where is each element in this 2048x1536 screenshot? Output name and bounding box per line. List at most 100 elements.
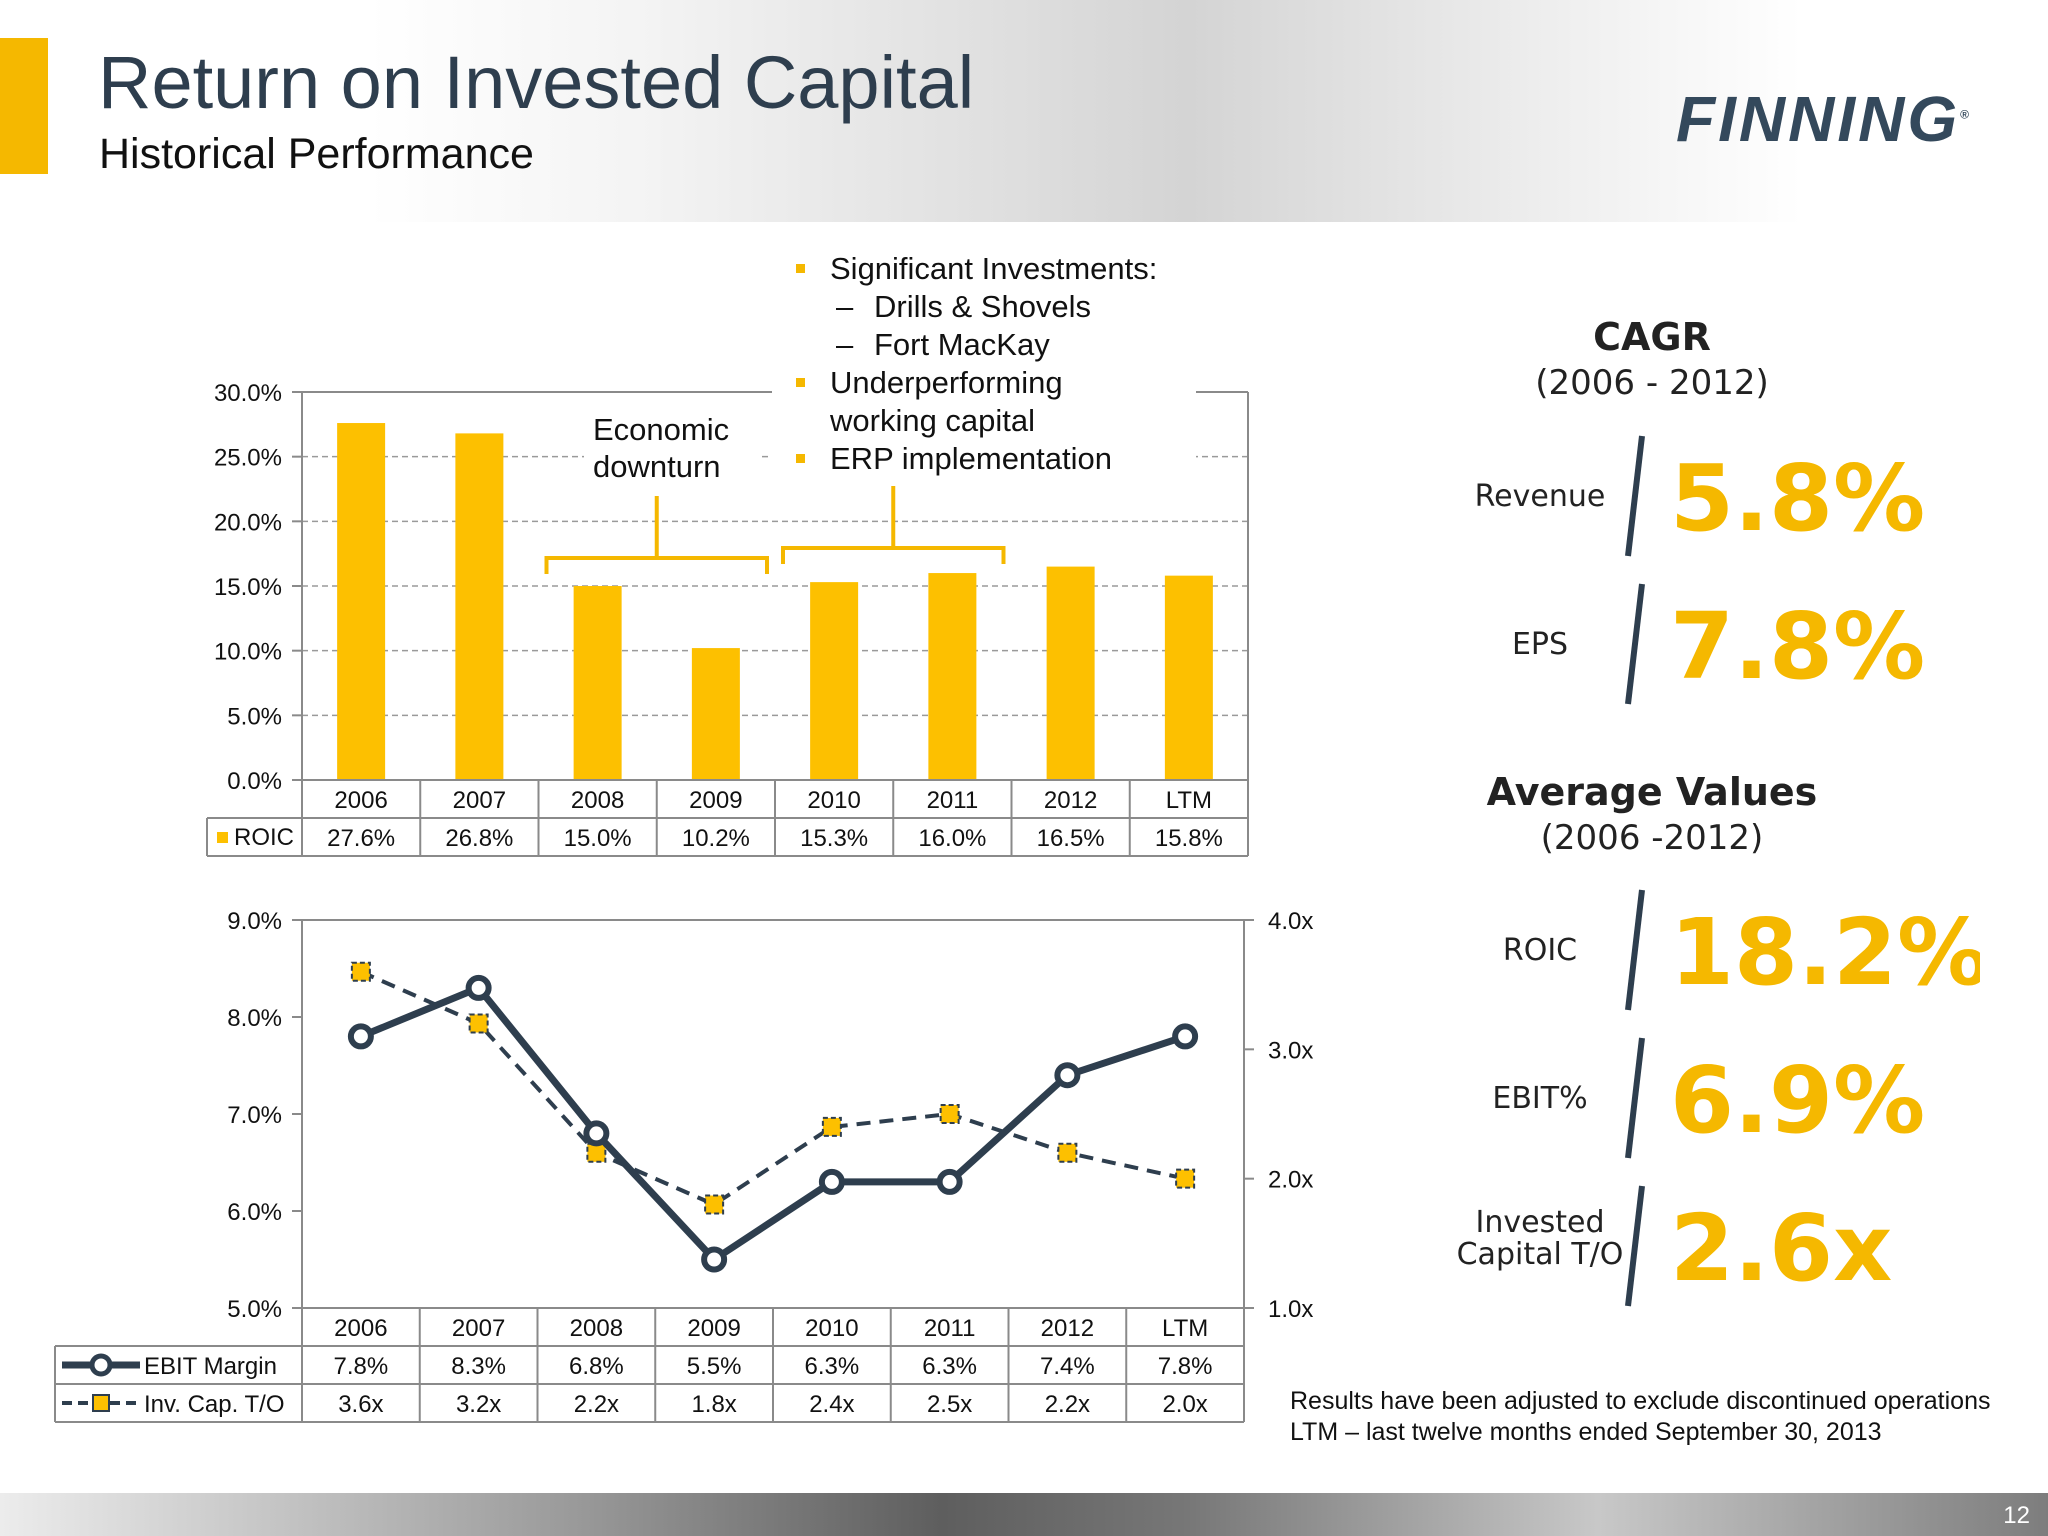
downturn-label-bg xyxy=(584,408,760,488)
bullet-item: Fort MacKay xyxy=(792,326,1157,364)
y-tick-label: 25.0% xyxy=(214,445,282,472)
x-category-label: 2006 xyxy=(334,787,387,814)
finning-logo: FINNING® xyxy=(1676,82,1969,156)
summary-value: 2.6x xyxy=(1670,1195,1892,1302)
plot-frame xyxy=(301,919,1245,1309)
to-table-value: 2.4x xyxy=(809,1391,854,1418)
summary-period: (2006 - 2012) xyxy=(1535,363,1768,403)
ebit-margin-marker xyxy=(347,1023,374,1050)
y-left-tick-label: 6.0% xyxy=(227,1199,282,1226)
data-table-value: 15.8% xyxy=(1155,825,1223,852)
ebit-table-value: 6.3% xyxy=(922,1353,977,1380)
inv-cap-to-marker xyxy=(586,1142,607,1163)
footnote-adjusted: Results have been adjusted to exclude di… xyxy=(1290,1387,1991,1415)
to-table-value: 2.2x xyxy=(1045,1391,1090,1418)
investment-bullets: Significant Investments:Drills & Shovels… xyxy=(792,250,1157,478)
summary-label: Invested xyxy=(1476,1205,1605,1240)
data-table-value: 16.5% xyxy=(1037,825,1105,852)
y-right-tick-label: 1.0x xyxy=(1268,1296,1313,1323)
summary-label: EBIT% xyxy=(1492,1081,1587,1116)
footnotes: Results have been adjusted to exclude di… xyxy=(1290,1386,1990,1448)
y-left-tick-label: 7.0% xyxy=(227,1102,282,1129)
y-tick-label: 20.0% xyxy=(214,509,282,536)
x-category-label: 2011 xyxy=(924,1315,976,1342)
investment-bracket xyxy=(781,486,1006,564)
inv-cap-to-marker xyxy=(350,961,371,982)
ebit-legend-marker xyxy=(89,1353,113,1377)
footer-band xyxy=(0,1493,2048,1536)
x-category-label: 2010 xyxy=(805,1315,858,1342)
y-right-tick-label: 4.0x xyxy=(1268,908,1313,935)
x-category-label: 2009 xyxy=(687,1315,740,1342)
summary-period: (2006 -2012) xyxy=(1541,818,1764,858)
bullet-item: Significant Investments: xyxy=(792,250,1157,288)
x-category-label: 2011 xyxy=(927,787,979,814)
roic-bar-chart: 0.0% 5.0% 10.0% 15.0% 20.0% 25.0% 30.0% 2006 27.… xyxy=(206,370,1249,857)
ebit-margin-marker xyxy=(583,1120,610,1147)
ebit-table-value: 7.8% xyxy=(334,1353,389,1380)
logo-trademark: ® xyxy=(1960,107,1969,122)
footnote-ltm: LTM – last twelve months ended September… xyxy=(1290,1418,1882,1446)
bar xyxy=(691,648,740,780)
summary-title: CAGR xyxy=(1593,320,1711,359)
x-category-label: 2006 xyxy=(334,1315,387,1342)
ebit-margin-marker xyxy=(701,1246,728,1273)
y-tick-label: 5.0% xyxy=(227,703,282,730)
y-tick-label: 30.0% xyxy=(214,380,282,407)
ebit-turnover-line-chart: 5.0% 6.0% 7.0% 8.0% 9.0% 1.0x 2.0x 3.0x 4.0x 2006… xyxy=(54,908,1313,1423)
bar xyxy=(1046,566,1095,780)
page-title: Return on Invested Capital xyxy=(98,41,975,124)
y-left-tick-label: 8.0% xyxy=(227,1005,282,1032)
bar xyxy=(337,423,386,780)
summary-label: EPS xyxy=(1512,627,1568,662)
y-tick-label: 10.0% xyxy=(214,639,282,666)
inv-cap-to-marker xyxy=(1175,1168,1196,1189)
ebit-table-value: 5.5% xyxy=(687,1353,742,1380)
y-right-tick-label: 3.0x xyxy=(1268,1037,1313,1064)
x-category-label: 2012 xyxy=(1041,1315,1094,1342)
accent-bar xyxy=(0,38,48,174)
header-band xyxy=(0,0,2048,222)
bar xyxy=(810,582,859,780)
bar xyxy=(573,586,622,780)
y-left-tick-label: 9.0% xyxy=(227,908,282,935)
summary-value: 5.8% xyxy=(1670,445,1925,552)
data-table-value: 26.8% xyxy=(445,825,513,852)
y-tick-label: 15.0% xyxy=(214,574,282,601)
ebit-margin-marker xyxy=(936,1168,963,1195)
x-category-label: 2010 xyxy=(807,787,860,814)
summary-divider xyxy=(1625,583,1645,705)
summary-label: Capital T/O xyxy=(1457,1237,1624,1272)
bullet-item: ERP implementation xyxy=(792,440,1157,478)
x-category-label: 2008 xyxy=(570,1315,623,1342)
ebit-table-value: 7.8% xyxy=(1158,1353,1213,1380)
legend-swatch xyxy=(217,832,228,843)
y-left-tick-label: 5.0% xyxy=(227,1296,282,1323)
to-table-value: 2.0x xyxy=(1162,1391,1207,1418)
ebit-margin-marker xyxy=(818,1168,845,1195)
inv-cap-to-marker xyxy=(1057,1142,1078,1163)
summary-value: 18.2% xyxy=(1670,899,1980,1006)
data-table-value: 27.6% xyxy=(327,825,395,852)
ebit-margin-line xyxy=(359,983,1187,1265)
summary-divider xyxy=(1625,1185,1645,1307)
summary-divider xyxy=(1625,1037,1645,1159)
y-tick-label: 0.0% xyxy=(227,768,282,795)
downturn-label-line2: downturn xyxy=(593,449,721,484)
bar xyxy=(455,433,504,780)
x-category-label: LTM xyxy=(1166,787,1212,814)
x-category-label: 2009 xyxy=(689,787,742,814)
ebit-margin-marker xyxy=(465,974,492,1001)
x-category-label: LTM xyxy=(1162,1315,1208,1342)
ebit-table-value: 6.3% xyxy=(805,1353,860,1380)
bar xyxy=(1164,575,1213,780)
data-table-value: 10.2% xyxy=(682,825,750,852)
to-table-value: 2.5x xyxy=(927,1391,972,1418)
inv-cap-to-marker xyxy=(704,1194,725,1215)
page-number: 12 xyxy=(2003,1502,2030,1529)
y-right-tick-label: 2.0x xyxy=(1268,1167,1313,1194)
logo-text: FINNING xyxy=(1676,83,1961,155)
x-category-label: 2008 xyxy=(571,787,624,814)
data-table-value: 16.0% xyxy=(918,825,986,852)
ebit-table-value: 6.8% xyxy=(569,1353,624,1380)
